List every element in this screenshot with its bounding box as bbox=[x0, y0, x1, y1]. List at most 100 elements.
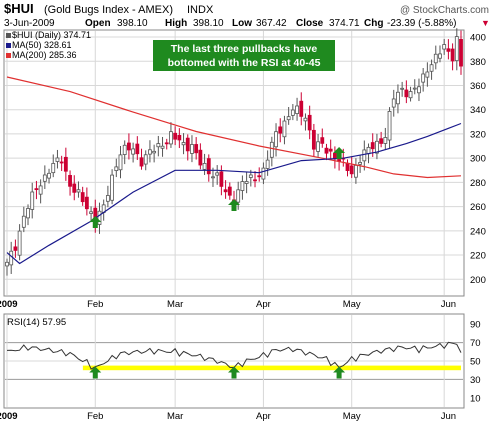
candle bbox=[274, 123, 278, 157]
candle-body bbox=[190, 144, 194, 154]
candle bbox=[417, 78, 421, 102]
price-tick-label: 380 bbox=[470, 57, 486, 68]
candle-body bbox=[135, 143, 140, 155]
candle-body bbox=[244, 181, 249, 184]
candle-body bbox=[450, 48, 455, 62]
candle bbox=[244, 171, 249, 194]
candle bbox=[396, 84, 400, 114]
candle bbox=[177, 128, 182, 149]
rsi-tick-label: 50 bbox=[470, 357, 481, 368]
price-legend: $HUI (Daily) 374.71 MA(50) 328.61 MA(200… bbox=[6, 30, 91, 60]
header-open-label: Open bbox=[85, 18, 111, 29]
candle bbox=[47, 168, 51, 184]
candle-body bbox=[84, 196, 89, 210]
candle bbox=[328, 139, 333, 160]
candle bbox=[89, 206, 93, 223]
candle-body bbox=[160, 145, 165, 149]
candle bbox=[383, 127, 388, 150]
candle-body bbox=[454, 36, 459, 62]
candle-body bbox=[152, 150, 157, 154]
candle bbox=[421, 68, 426, 92]
candle-body bbox=[97, 210, 102, 225]
candle-body bbox=[261, 167, 266, 180]
header-exchange: INDX bbox=[187, 4, 214, 16]
price-tick-label: 220 bbox=[470, 251, 486, 262]
header-close-value: 374.71 bbox=[329, 18, 360, 29]
header-close-label: Close bbox=[296, 18, 324, 29]
candle-body bbox=[164, 142, 169, 145]
candle bbox=[139, 148, 144, 170]
header-low-value: 367.42 bbox=[256, 18, 287, 29]
candle-body bbox=[139, 157, 144, 167]
candle bbox=[105, 185, 110, 208]
candle-body bbox=[358, 162, 363, 165]
price-tick-label: 200 bbox=[470, 275, 486, 286]
price-tick-label: 360 bbox=[470, 81, 486, 92]
candle-body bbox=[227, 186, 232, 196]
price-x-axis: 2009 Feb Mar Apr May Jun bbox=[0, 299, 456, 310]
candle-body bbox=[307, 114, 312, 131]
rsi-pullback-arrow-icon bbox=[89, 366, 102, 379]
candle-body bbox=[253, 179, 257, 182]
candle bbox=[131, 142, 136, 163]
candle bbox=[55, 149, 60, 169]
candle bbox=[51, 154, 56, 178]
candle bbox=[110, 169, 114, 205]
candle-body bbox=[442, 44, 447, 50]
candle bbox=[160, 136, 165, 157]
rsi-pullback-arrow-icon bbox=[333, 366, 346, 379]
candle-body bbox=[412, 87, 417, 90]
candle bbox=[118, 146, 123, 179]
candle bbox=[311, 123, 316, 157]
candle bbox=[76, 181, 81, 198]
candle bbox=[391, 89, 396, 117]
price-x-tick-label: Mar bbox=[167, 299, 183, 310]
candle-body bbox=[17, 230, 22, 256]
candle bbox=[404, 80, 409, 104]
header-open-value: 398.10 bbox=[117, 18, 148, 29]
header-name: (Gold Bugs Index - AMEX) bbox=[44, 4, 173, 16]
candle-body bbox=[278, 126, 283, 134]
candle bbox=[320, 128, 325, 148]
candle-body bbox=[240, 181, 245, 191]
pullback-arrow-icon bbox=[228, 199, 240, 211]
candle-body bbox=[13, 246, 18, 251]
candle-body bbox=[89, 211, 93, 214]
candle bbox=[282, 115, 287, 145]
candle-body bbox=[370, 142, 375, 150]
candle-body bbox=[110, 174, 114, 201]
pullback-arrow-icon bbox=[89, 216, 102, 228]
annotation-box: The last three pullbacks have bottomed w… bbox=[153, 40, 335, 71]
candle bbox=[387, 107, 392, 149]
candle-body bbox=[429, 64, 434, 72]
candle-body bbox=[181, 142, 186, 146]
candle-body bbox=[421, 73, 426, 83]
candle-body bbox=[324, 147, 329, 154]
candle bbox=[30, 182, 35, 219]
header-high-label: High bbox=[165, 18, 187, 29]
price-tick-label: 340 bbox=[470, 105, 486, 116]
candle-body bbox=[282, 120, 287, 138]
candle bbox=[429, 59, 434, 80]
rsi-x-tick-label: Apr bbox=[256, 411, 271, 422]
candle bbox=[433, 45, 438, 70]
header-ticker: $HUI bbox=[4, 1, 34, 16]
candle bbox=[42, 165, 47, 190]
price-tick-label: 300 bbox=[470, 154, 486, 165]
candle-body bbox=[257, 175, 262, 178]
candle bbox=[278, 118, 283, 143]
rsi-tick-label: 30 bbox=[470, 375, 481, 386]
rsi-legend: RSI(14) 57.95 bbox=[7, 317, 66, 328]
price-x-tick-label: 2009 bbox=[0, 299, 18, 310]
header-high-value: 398.10 bbox=[193, 18, 224, 29]
legend-ma50-swatch bbox=[6, 43, 11, 48]
candle-body bbox=[59, 161, 64, 164]
rsi-highlight-band bbox=[82, 365, 462, 371]
candle bbox=[127, 133, 131, 160]
candle-body bbox=[396, 91, 400, 105]
price-panel-frame bbox=[3, 29, 465, 297]
candle bbox=[59, 155, 64, 171]
candle-body bbox=[76, 189, 81, 193]
candle-body bbox=[332, 152, 337, 160]
candle bbox=[72, 175, 77, 201]
